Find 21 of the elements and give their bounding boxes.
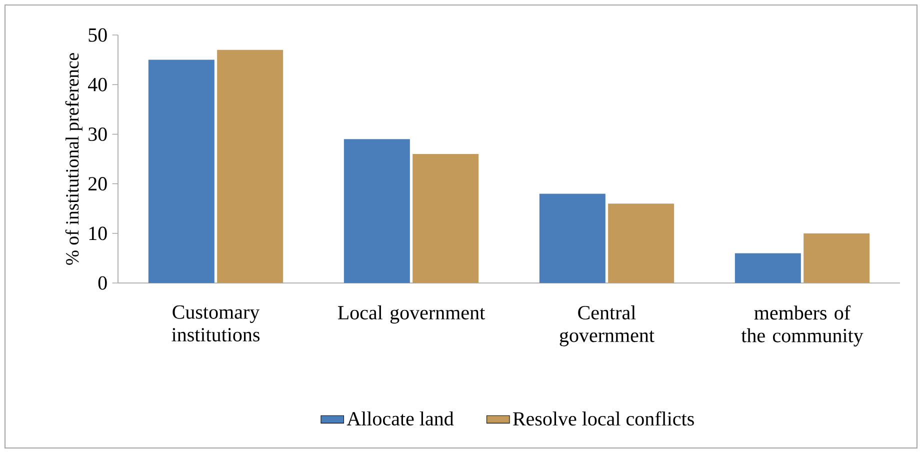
x-tick-label: members of the community <box>741 305 864 346</box>
x-tick-label: Local government <box>338 305 486 324</box>
bar <box>148 60 214 283</box>
y-axis-title: % of institutional preference <box>65 53 82 265</box>
x-tick-label: Central government <box>560 305 654 346</box>
y-tick-label: 50 <box>88 28 107 42</box>
bar <box>412 154 479 283</box>
bar <box>539 194 606 283</box>
y-tick-label: 30 <box>88 127 107 141</box>
y-tick-label: 20 <box>88 177 107 191</box>
legend-label: Resolve local conflicts <box>513 411 694 426</box>
y-tick-label: 10 <box>89 226 107 240</box>
bar <box>734 253 801 283</box>
y-tick-label: 40 <box>88 78 107 92</box>
bar <box>344 139 410 283</box>
legend-label: Allocate land <box>346 411 454 426</box>
bar <box>608 204 674 283</box>
bar <box>217 50 284 283</box>
x-tick-label: Customary institutions <box>172 305 260 342</box>
y-tick-label: 0 <box>98 276 107 290</box>
bar <box>804 233 870 283</box>
